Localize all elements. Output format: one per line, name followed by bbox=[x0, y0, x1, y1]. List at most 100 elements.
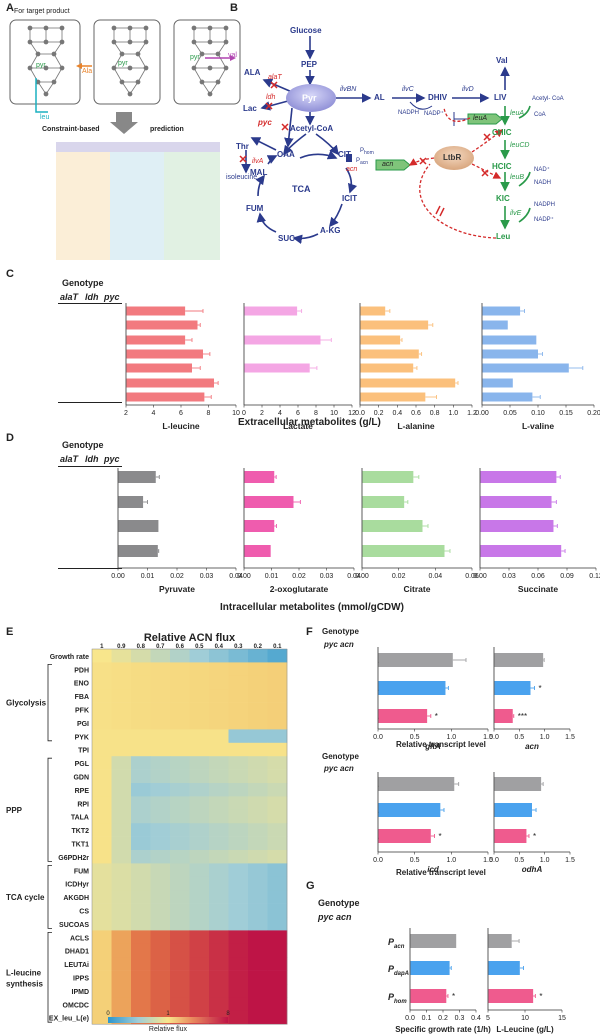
heatmap-cell bbox=[170, 809, 190, 824]
fum-to-mal-arc bbox=[255, 174, 265, 197]
row-label: ACLS bbox=[70, 935, 89, 942]
gene-header-ldh: ldh bbox=[85, 454, 99, 464]
heatmap-cell bbox=[267, 903, 288, 918]
row-label: GDN bbox=[73, 775, 89, 782]
constraint-label: Constraint-based bbox=[42, 126, 100, 133]
tick-label: 10 bbox=[330, 410, 338, 417]
heatmap-cell bbox=[189, 783, 210, 797]
heatmap-cell bbox=[209, 796, 229, 811]
network-node bbox=[127, 65, 133, 71]
tick-label: 0.0 bbox=[373, 734, 383, 741]
row-label: TPI bbox=[78, 748, 89, 755]
heatmap-cell bbox=[131, 675, 151, 690]
node-thr: Thr bbox=[236, 142, 249, 151]
bar bbox=[360, 363, 414, 373]
tick-label: 0.8 bbox=[430, 410, 440, 417]
heatmap-cell bbox=[111, 702, 132, 717]
heatmap-cell bbox=[228, 809, 249, 824]
tick-label: 0 bbox=[242, 410, 246, 417]
bar bbox=[378, 653, 453, 667]
ltbr-node bbox=[434, 146, 474, 170]
tick-label: 0.6 bbox=[411, 410, 421, 417]
network-node bbox=[215, 79, 221, 85]
heatmap-cell bbox=[131, 917, 151, 931]
bar bbox=[482, 363, 569, 373]
row-label: PGL bbox=[75, 761, 90, 768]
heatmap-cell bbox=[92, 729, 112, 744]
tick-label: 1.0 bbox=[446, 857, 456, 864]
heatmap-cell bbox=[189, 823, 210, 837]
heatmap-cell bbox=[189, 796, 210, 811]
network-edge bbox=[113, 41, 123, 55]
for-target-label: For target product bbox=[14, 8, 70, 15]
node-fum: FUM bbox=[246, 204, 264, 213]
tick-label: 0.2 bbox=[374, 410, 384, 417]
heatmap-cell bbox=[267, 850, 288, 864]
significance-mark: * bbox=[435, 712, 438, 721]
network-node bbox=[119, 51, 125, 57]
network-edge bbox=[137, 53, 147, 69]
bar bbox=[118, 471, 156, 483]
row-label: ICDHyr bbox=[65, 882, 89, 889]
network-edge bbox=[37, 81, 47, 95]
gene-ilvD: ilvD bbox=[462, 86, 474, 93]
heatmap-cell bbox=[170, 756, 190, 770]
heatmap-cell bbox=[170, 836, 190, 851]
heatmap-cell bbox=[170, 984, 190, 998]
network-edge bbox=[121, 81, 131, 95]
heatmap-cell bbox=[267, 796, 288, 811]
heatmap-cell bbox=[248, 729, 268, 744]
heatmap-cell bbox=[150, 903, 171, 918]
heatmap-cell bbox=[111, 823, 132, 837]
heatmap-cell bbox=[228, 890, 249, 904]
row-label: LEUTAi bbox=[64, 962, 89, 969]
heatmap-cell bbox=[248, 917, 268, 931]
heatmap-cell bbox=[150, 943, 171, 958]
tick-label: 0.0 bbox=[489, 734, 499, 741]
heatmap-cell bbox=[170, 930, 190, 945]
gene-acn: acn bbox=[346, 166, 358, 173]
heatmap-cell bbox=[92, 970, 112, 985]
node-glucose: Glucose bbox=[290, 26, 322, 35]
network-node bbox=[143, 25, 149, 31]
heatmap-cell bbox=[267, 769, 288, 784]
heatmap-cell bbox=[92, 649, 112, 663]
heatmap-cell bbox=[267, 890, 288, 904]
heatmap-cell bbox=[150, 997, 171, 1012]
bar bbox=[362, 545, 445, 557]
axis-title: gltA bbox=[424, 742, 441, 751]
network-edge bbox=[201, 81, 211, 95]
network-node bbox=[199, 79, 205, 85]
heatmap-cell bbox=[189, 903, 210, 918]
heatmap-cell bbox=[267, 863, 288, 878]
heatmap-cell bbox=[92, 930, 112, 945]
bar bbox=[126, 378, 214, 388]
heatmap-cell bbox=[111, 756, 132, 770]
prediction-header bbox=[56, 142, 220, 152]
tick-label: 1.5 bbox=[565, 734, 575, 741]
promoter-label: Pacn bbox=[388, 937, 404, 950]
network-node bbox=[207, 65, 213, 71]
tick-label: 8 bbox=[207, 410, 211, 417]
tick-label: 0.0 bbox=[373, 857, 383, 864]
heatmap-cell bbox=[131, 890, 151, 904]
tick-label: 0.00 bbox=[355, 573, 369, 580]
heatmap-cell bbox=[111, 943, 132, 958]
node-ala: ALA bbox=[244, 68, 261, 77]
network-node bbox=[191, 25, 197, 31]
heatmap-cell bbox=[228, 984, 249, 998]
heatmap-cell bbox=[228, 917, 249, 931]
promoter-label: Phom bbox=[388, 992, 407, 1005]
row-label: TKT1 bbox=[72, 842, 90, 849]
genotype-header: Genotype bbox=[318, 898, 360, 908]
bar bbox=[244, 306, 298, 316]
heatmap-cell bbox=[189, 836, 210, 851]
heatmap-cell bbox=[170, 970, 190, 985]
group-bracket bbox=[47, 932, 52, 1023]
bar bbox=[244, 496, 294, 508]
heatmap-cell bbox=[228, 836, 249, 851]
column-label: 0.9 bbox=[117, 644, 126, 650]
tick-label: 0.06 bbox=[465, 573, 479, 580]
heatmap-cell bbox=[209, 997, 229, 1012]
